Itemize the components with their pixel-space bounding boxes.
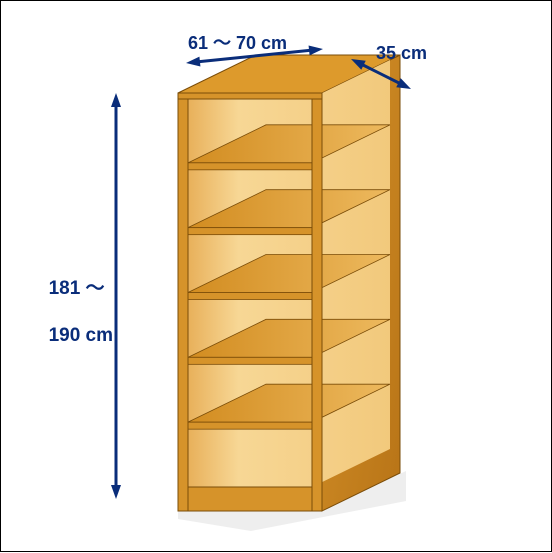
shelf-right-front-panel [312, 93, 322, 511]
height-dimension-line1: 181 ～ [49, 278, 105, 299]
diagram-frame: { "type": "infographic", "subject": "boo… [0, 0, 552, 552]
shelf-board-front-edge [188, 293, 312, 300]
shelf-base-front [188, 487, 312, 511]
shelf-board-front-edge [188, 163, 312, 170]
shelf-board-front-edge [188, 357, 312, 364]
depth-dimension-label: 35 cm [376, 43, 427, 64]
shelf-board-front-edge [188, 422, 312, 429]
shelf-left-front-panel [178, 93, 188, 511]
shelf-board-front-edge [188, 228, 312, 235]
height-dimension-line2: 190 cm [49, 325, 113, 346]
height-dimension-label: 181 ～ 190 cm [38, 253, 113, 348]
shelf-top-front-edge [178, 93, 322, 99]
width-dimension-label: 61 ～ 70 cm [188, 29, 287, 55]
